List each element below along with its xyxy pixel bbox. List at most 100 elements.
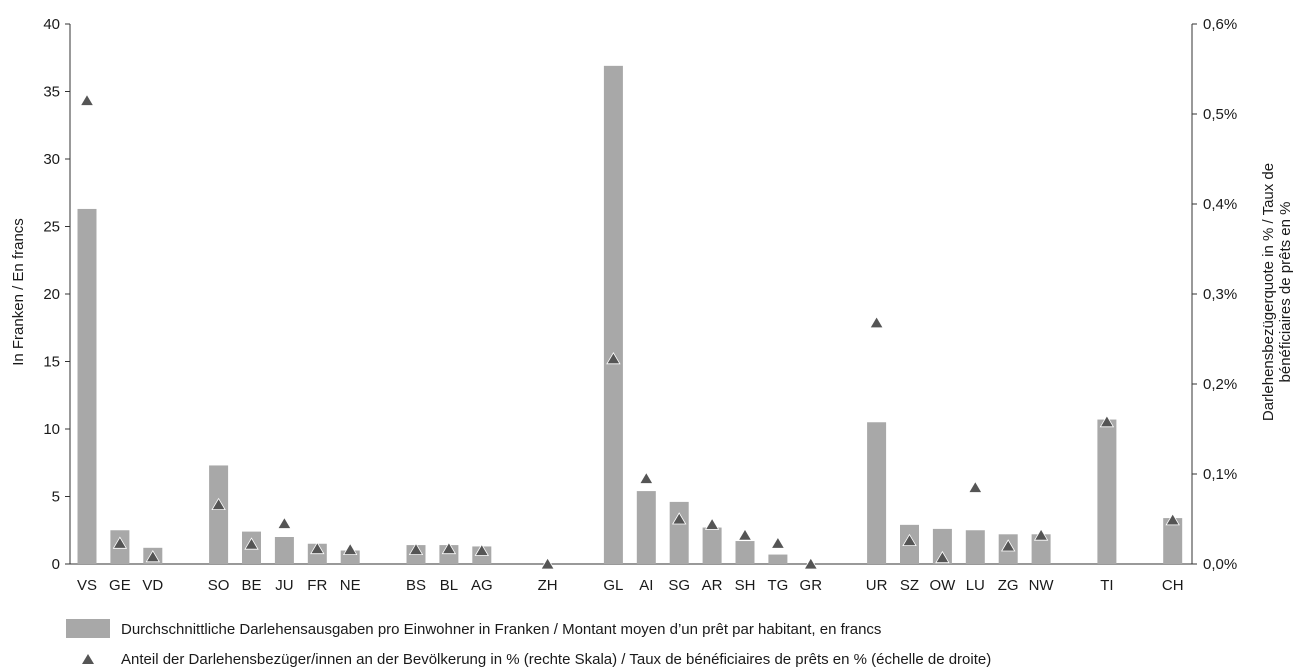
x-tick-label: OW [929, 577, 956, 594]
markers-group [79, 93, 1180, 570]
y-tick-label: 25 [43, 219, 60, 236]
y2-tick-label: 0,1% [1203, 466, 1237, 483]
triangle-marker [968, 480, 983, 493]
triangle-marker [639, 471, 654, 484]
x-tick-label: AR [702, 577, 723, 594]
x-tick-label: BL [440, 577, 458, 594]
bar [669, 501, 689, 564]
triangle-marker [671, 512, 687, 525]
y2-tick-label: 0,5% [1203, 106, 1237, 123]
y2-tick-label: 0,3% [1203, 286, 1237, 303]
bar [439, 545, 459, 564]
x-tick-label: FR [307, 577, 327, 594]
bar [603, 65, 623, 564]
triangle-marker [1033, 528, 1049, 541]
triangle-marker [606, 352, 621, 365]
triangle-marker [869, 316, 884, 329]
legend-bar-swatch [66, 619, 110, 638]
triangle-marker [408, 542, 424, 555]
legend: Durchschnittliche Darlehensausgaben pro … [66, 619, 991, 668]
triangle-marker [540, 557, 555, 570]
x-tick-label: GR [800, 577, 823, 594]
legend-triangle-swatch [82, 654, 94, 664]
x-tick-label: SZ [900, 577, 919, 594]
bar [1097, 419, 1117, 564]
bars-group [77, 65, 1183, 564]
x-tick-label: CH [1162, 577, 1184, 594]
y-tick-label: 5 [52, 489, 60, 506]
right-axis: 0,0% 0,1% 0,2% 0,3% 0,4% 0,5% 0,6% [1192, 16, 1237, 573]
bar [1031, 534, 1051, 564]
x-tick-label: BE [241, 577, 261, 594]
y-tick-label: 20 [43, 286, 60, 303]
x-tick-label: GE [109, 577, 131, 594]
triangle-marker [902, 533, 917, 546]
x-tick-label: SO [208, 577, 230, 594]
bar [735, 541, 755, 564]
legend-triangle-label: Anteil der Darlehensbezüger/innen an der… [121, 651, 991, 668]
y-tick-label: 10 [43, 421, 60, 438]
bar [274, 537, 294, 564]
triangle-marker [277, 516, 292, 529]
bar [1163, 518, 1183, 564]
triangle-marker [737, 528, 753, 541]
x-tick-label: SG [668, 577, 690, 594]
left-axis: 0 5 10 15 20 25 30 35 40 [43, 16, 70, 573]
y-tick-label: 0 [52, 556, 60, 573]
triangle-marker [704, 517, 720, 530]
triangle-marker [310, 541, 325, 555]
bar [965, 530, 985, 564]
x-tick-label: VD [142, 577, 163, 594]
triangle-marker [145, 550, 161, 563]
x-tick-label: LU [966, 577, 985, 594]
bar [636, 491, 656, 564]
x-tick-label: TG [767, 577, 788, 594]
triangle-marker [1099, 415, 1115, 428]
triangle-marker [244, 537, 259, 550]
bar [768, 554, 788, 564]
y-tick-label: 15 [43, 354, 60, 371]
y-axis-title: In Franken / En francs [10, 218, 27, 366]
triangle-marker [1000, 539, 1016, 552]
y2-tick-label: 0,4% [1203, 196, 1237, 213]
x-tick-label: JU [275, 577, 293, 594]
x-tick-label: TI [1100, 577, 1113, 594]
triangle-marker [770, 536, 786, 549]
x-tick-label: SH [735, 577, 756, 594]
y-tick-label: 30 [43, 151, 60, 168]
bar [209, 465, 229, 564]
x-tick-label: VS [77, 577, 97, 594]
y-tick-label: 40 [43, 16, 60, 33]
triangle-marker [441, 541, 457, 555]
y2-axis-title-line2: bénéficiaires de prêts en % [1277, 202, 1294, 383]
x-tick-label: ZG [998, 577, 1019, 594]
x-tick-label: AG [471, 577, 493, 594]
x-tick-label: NW [1029, 577, 1055, 594]
bar [867, 422, 887, 564]
plot-frame [69, 24, 1193, 565]
x-axis: VS GE VD SO BE JU FR NE BS BL AG ZH GL AI SG AR SH TG GR UR… [77, 577, 1184, 594]
x-tick-label: BS [406, 577, 426, 594]
y2-axis-title-line1: Darlehensbezügerquote in % / Taux de [1260, 163, 1277, 421]
triangle-marker [211, 497, 226, 511]
x-tick-label: AI [639, 577, 653, 594]
triangle-marker [474, 543, 490, 556]
y2-tick-label: 0,2% [1203, 376, 1237, 393]
x-tick-label: NE [340, 577, 361, 594]
triangle-marker [79, 93, 95, 106]
bar [702, 527, 722, 564]
x-tick-label: UR [866, 577, 888, 594]
y-tick-label: 35 [43, 84, 60, 101]
triangle-marker [112, 536, 128, 549]
triangle-marker [342, 542, 358, 555]
bar [932, 528, 952, 564]
bar [77, 208, 97, 564]
triangle-marker [935, 550, 950, 564]
triangle-marker [803, 557, 819, 570]
x-tick-label: GL [603, 577, 623, 594]
legend-bar-label: Durchschnittliche Darlehensausgaben pro … [121, 621, 881, 638]
triangle-marker [1165, 513, 1180, 526]
y2-tick-label: 0,0% [1203, 556, 1237, 573]
x-tick-label: ZH [538, 577, 558, 594]
y2-tick-label: 0,6% [1203, 16, 1237, 33]
